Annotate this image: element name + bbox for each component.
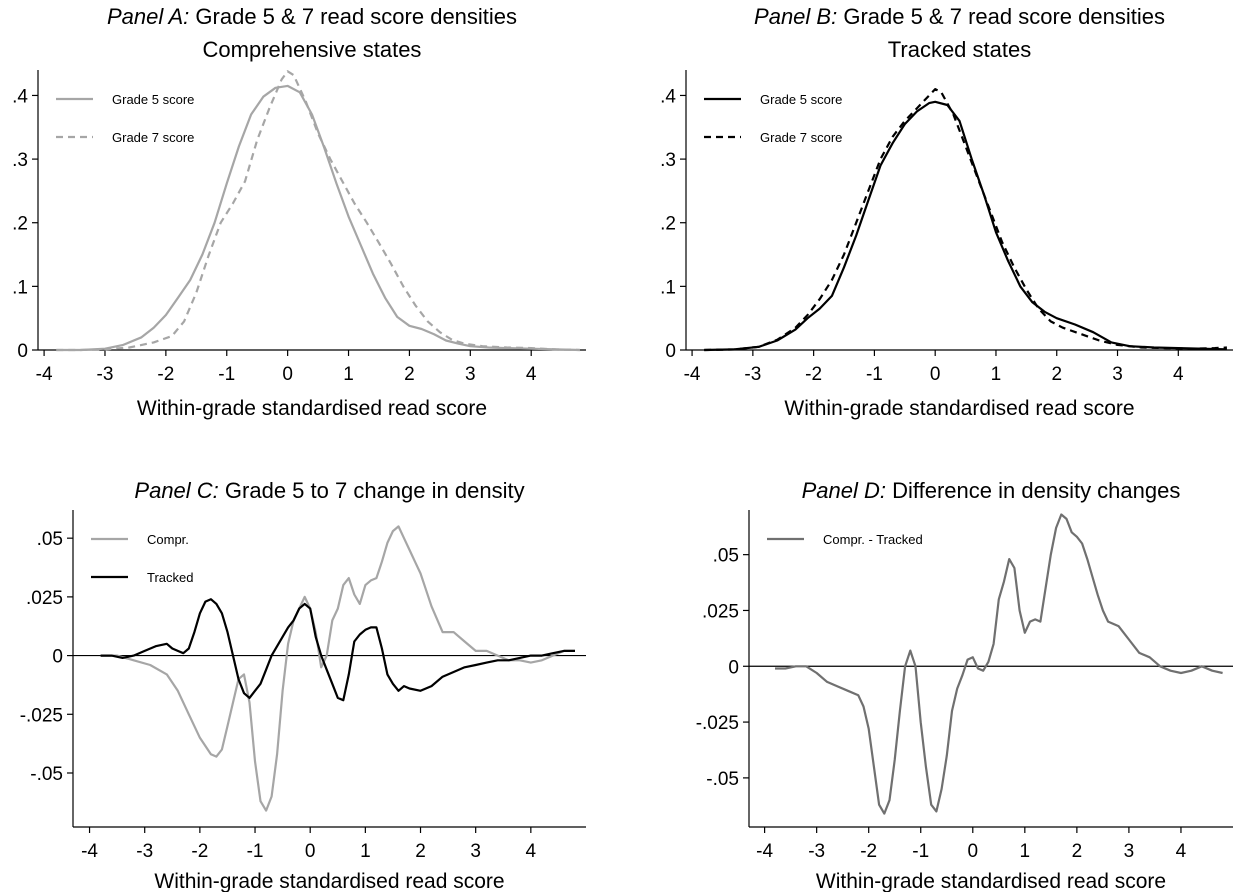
panel-d-series-line <box>775 513 1223 815</box>
panel-a-y-tick-label: .1 <box>12 277 28 298</box>
panel-a-legend: Grade 5 score Grade 7 score <box>56 92 194 145</box>
panel-c-legend-label: Compr. <box>147 532 189 547</box>
panel-b-y-tick-label: .3 <box>660 150 676 171</box>
panel-a-series-line <box>56 84 580 352</box>
panel-d-x-tick-label: -2 <box>860 841 877 862</box>
panel-a-x-tick-label: -4 <box>36 364 53 385</box>
panel-a-x-tick-label: -2 <box>157 364 174 385</box>
panel-a-y-tick-label: 0 <box>17 341 28 362</box>
panel-c-legend: Compr. Tracked <box>91 532 193 585</box>
panel-c-y-tick-label: .05 <box>37 529 63 550</box>
panel-d-x-axis-title: Within-grade standardised read score <box>816 870 1166 892</box>
panel-b-y-tick-label: 0 <box>665 341 676 362</box>
panel-a-x-tick-label: 2 <box>404 364 415 385</box>
panel-a-x-axis-title: Within-grade standardised read score <box>137 397 487 420</box>
panel-d-x-tick-label: 2 <box>1072 841 1083 862</box>
panel-a-title: Panel A: Grade 5 & 7 read score densitie… <box>107 4 517 29</box>
panel-a-x-tick-label: 3 <box>465 364 476 385</box>
panel-d-title-rest: Difference in density changes <box>892 478 1180 503</box>
panel-b: Panel B: Grade 5 & 7 read score densitie… <box>660 4 1233 420</box>
panel-d-title-prefix: Panel D: <box>802 478 886 503</box>
panel-c-x-tick-label: -4 <box>81 841 98 862</box>
panel-b-subtitle: Tracked states <box>888 37 1031 62</box>
panel-a-y-tick-label: .3 <box>12 150 28 171</box>
panel-c-x-tick-label: -3 <box>136 841 153 862</box>
panel-a-x-tick-label: -3 <box>97 364 114 385</box>
panel-b-x-tick-label: 1 <box>991 364 1002 385</box>
panel-c-x-tick-label: 3 <box>470 841 481 862</box>
panel-c-y-tick-label: .025 <box>26 588 63 609</box>
panel-d-y-tick-label: -.05 <box>706 769 739 790</box>
panel-c-x-tick-label: 1 <box>360 841 371 862</box>
panel-a-x-tick-label: 0 <box>282 364 293 385</box>
panel-c-series-line <box>100 525 575 812</box>
panel-b-x-tick-label: -3 <box>744 364 761 385</box>
panel-d-title: Panel D: Difference in density changes <box>802 478 1181 503</box>
panel-b-x-tick-label: -4 <box>684 364 701 385</box>
panel-a-x-tick-label: -1 <box>218 364 235 385</box>
panel-a-series-line <box>56 70 580 352</box>
panel-d: Panel D: Difference in density changes -.… <box>696 478 1233 892</box>
panel-c-x-tick-label: -1 <box>247 841 264 862</box>
panel-d-y-tick-label: .025 <box>702 601 739 622</box>
panel-c-x-tick-label: 4 <box>526 841 537 862</box>
panel-a-legend-label: Grade 5 score <box>112 92 194 107</box>
panel-c: Panel C: Grade 5 to 7 change in density -… <box>20 478 586 892</box>
panel-c-title: Panel C: Grade 5 to 7 change in density <box>134 478 524 503</box>
panel-d-legend: Compr. - Tracked <box>767 532 923 547</box>
panel-b-legend-label: Grade 5 score <box>760 92 842 107</box>
panel-d-y-tick-label: -.025 <box>696 713 739 734</box>
panel-c-y-tick-label: -.025 <box>20 705 63 726</box>
panel-c-y-tick-label: 0 <box>52 647 63 668</box>
panel-b-x-tick-label: 2 <box>1051 364 1062 385</box>
panel-c-legend-label: Tracked <box>147 570 193 585</box>
panel-d-x-tick-label: 3 <box>1124 841 1135 862</box>
panel-c-title-prefix: Panel C: <box>134 478 218 503</box>
panel-b-x-tick-label: 0 <box>930 364 941 385</box>
panel-b-y-tick-label: .4 <box>660 86 676 107</box>
panel-d-x-tick-label: -3 <box>808 841 825 862</box>
panel-b-series-line <box>704 87 1227 352</box>
panel-a-y-tick-label: .4 <box>12 86 28 107</box>
panel-b-x-tick-label: 4 <box>1173 364 1184 385</box>
panel-b-title-rest: Grade 5 & 7 read score densities <box>843 4 1165 29</box>
panel-a-x-tick-label: 1 <box>343 364 354 385</box>
panel-a-y-tick-label: .2 <box>12 214 28 235</box>
panel-c-x-axis-title: Within-grade standardised read score <box>154 870 504 892</box>
panel-c-series-line <box>100 598 575 702</box>
panel-b-title-prefix: Panel B: <box>754 4 837 29</box>
panel-b-y-tick-label: .2 <box>660 214 676 235</box>
panel-c-title-rest: Grade 5 to 7 change in density <box>225 478 525 503</box>
panel-a-legend-label: Grade 7 score <box>112 130 194 145</box>
panel-d-x-tick-label: 0 <box>967 841 978 862</box>
panel-d-legend-label: Compr. - Tracked <box>823 532 923 547</box>
panel-a: Panel A: Grade 5 & 7 read score densitie… <box>12 4 586 420</box>
panel-a-title-prefix: Panel A: <box>107 4 189 29</box>
panel-c-y-tick-label: -.05 <box>30 764 63 785</box>
panel-a-subtitle: Comprehensive states <box>203 37 422 62</box>
panel-b-legend-label: Grade 7 score <box>760 130 842 145</box>
panel-a-title-rest: Grade 5 & 7 read score densities <box>195 4 517 29</box>
panel-b-title: Panel B: Grade 5 & 7 read score densitie… <box>754 4 1165 29</box>
panel-c-x-tick-label: -2 <box>191 841 208 862</box>
panel-c-x-tick-label: 2 <box>415 841 426 862</box>
panel-b-x-tick-label: -2 <box>805 364 822 385</box>
panel-c-x-tick-label: 0 <box>305 841 316 862</box>
panel-d-x-tick-label: -4 <box>756 841 773 862</box>
panel-b-x-tick-label: -1 <box>866 364 883 385</box>
panel-d-x-tick-label: 4 <box>1176 841 1187 862</box>
panel-d-x-tick-label: -1 <box>912 841 929 862</box>
panel-d-y-tick-label: .05 <box>713 546 739 567</box>
panel-b-y-tick-label: .1 <box>660 277 676 298</box>
panel-b-x-tick-label: 3 <box>1112 364 1123 385</box>
panel-b-x-axis-title: Within-grade standardised read score <box>784 397 1134 420</box>
panel-b-legend: Grade 5 score Grade 7 score <box>704 92 842 145</box>
panel-d-y-tick-label: 0 <box>728 657 739 678</box>
panel-d-x-tick-label: 1 <box>1020 841 1031 862</box>
panel-a-x-tick-label: 4 <box>526 364 537 385</box>
